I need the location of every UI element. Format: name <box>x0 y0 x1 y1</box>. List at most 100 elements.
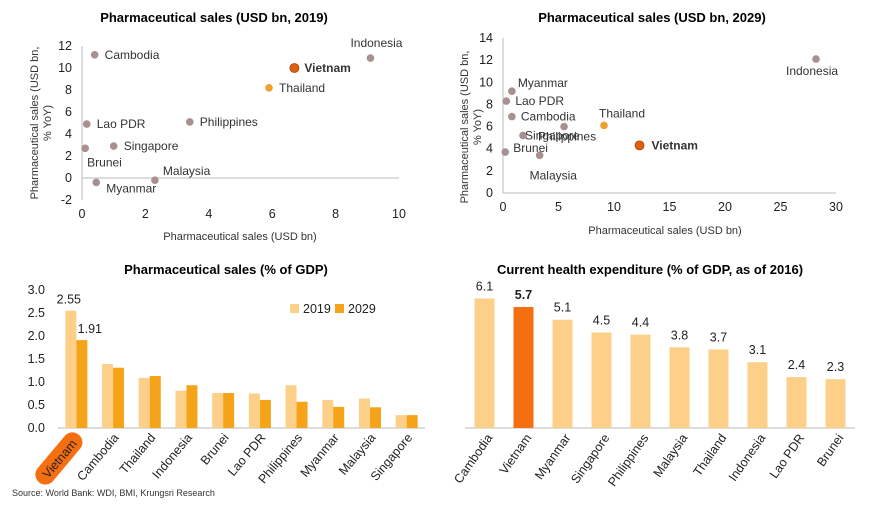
bar-2019-vietnam <box>65 310 77 428</box>
bar-malaysia <box>669 347 690 428</box>
y-tick-label: 4 <box>65 127 72 141</box>
y-tick-label: 3.0 <box>28 283 45 297</box>
y-tick-label: -2 <box>61 193 72 207</box>
point-brunei <box>501 148 510 156</box>
bar-2019-brunei <box>212 393 224 428</box>
bar-vietnam <box>513 306 534 428</box>
bar-2019-lao-pdr <box>248 393 260 428</box>
x-tick-label: Brunei <box>198 431 232 468</box>
data-label: 4.5 <box>593 313 610 327</box>
point-label-cambodia: Cambodia <box>521 110 576 124</box>
x-tick-label: 15 <box>663 200 677 214</box>
data-label: 3.7 <box>710 330 727 344</box>
point-label-malaysia: Malaysia <box>163 164 211 178</box>
point-cambodia <box>90 51 99 59</box>
point-philippines <box>560 122 568 131</box>
y-tick-label: 4 <box>486 142 493 156</box>
point-label-vietnam: Vietnam <box>652 138 698 152</box>
bar-cambodia <box>474 298 495 428</box>
x-tick-label: 4 <box>205 207 212 221</box>
x-axis-label: Pharmaceutical sales (USD bn) <box>163 231 316 243</box>
bar-myanmar <box>552 319 573 428</box>
bar-lao-pdr <box>786 377 807 428</box>
bar-2029-malaysia <box>369 407 381 428</box>
point-label-thailand: Thailand <box>279 81 325 95</box>
bar-2019-thailand <box>138 377 150 428</box>
x-tick-label: Thailand <box>690 431 729 478</box>
bar-2019-philippines <box>285 385 297 428</box>
x-tick-label-group: Vietnam <box>497 431 535 476</box>
point-label-lao-pdr: Lao PDR <box>97 117 146 131</box>
y-tick-label: 10 <box>58 61 72 75</box>
x-tick-label: 10 <box>607 200 621 214</box>
bar-2029-vietnam <box>76 340 88 428</box>
bar-2019-myanmar <box>322 399 334 428</box>
point-label-myanmar: Myanmar <box>518 76 568 90</box>
y-tick-label: 8 <box>65 83 72 97</box>
point-vietnam <box>634 140 645 151</box>
legend-swatch-2029 <box>335 304 344 313</box>
point-malaysia <box>535 151 544 160</box>
data-label: 3.8 <box>671 328 688 342</box>
x-tick-label: 5 <box>555 200 562 214</box>
y-tick-label: 2 <box>486 164 493 178</box>
point-brunei <box>81 144 89 153</box>
x-tick-label: Malaysia <box>651 431 691 479</box>
bar-indonesia <box>747 362 768 428</box>
point-label-thailand: Thailand <box>599 106 645 120</box>
y-tick-label: 2 <box>65 149 72 163</box>
y-axis-label: Pharmaceutical sales (USD bn,% YoY) <box>459 51 484 204</box>
point-malaysia <box>151 176 159 184</box>
chart-title: Pharmaceutical sales (USD bn, 2019) <box>100 10 328 25</box>
x-tick-label: 8 <box>332 207 339 221</box>
bar-2029-lao-pdr <box>259 399 271 428</box>
point-myanmar <box>92 178 101 187</box>
x-tick-label: Vietnam <box>497 431 535 476</box>
legend-label-2019: 2019 <box>303 302 331 316</box>
x-tick-label: 0 <box>79 207 86 221</box>
point-label-philippines: Philippines <box>538 130 596 144</box>
data-label: 4.4 <box>632 316 649 330</box>
y-tick-label: 6 <box>65 105 72 119</box>
bar-2029-philippines <box>296 401 308 428</box>
y-tick-label: 12 <box>479 53 493 67</box>
y-tick-label: 0.5 <box>28 398 45 412</box>
point-label-singapore: Singapore <box>525 128 580 142</box>
x-tick-label-group: Malaysia <box>651 431 691 479</box>
x-tick-label-group: Lao PDR <box>767 431 808 481</box>
y-tick-label: 1.5 <box>28 352 45 366</box>
x-tick-label: Philippines <box>605 431 651 488</box>
data-label: 2.3 <box>827 360 844 374</box>
data-label: 1.91 <box>78 322 102 336</box>
x-tick-label-group: Indonesia <box>726 431 769 483</box>
point-label-malaysia: Malaysia <box>530 168 578 182</box>
point-label-brunei: Brunei <box>87 155 122 169</box>
data-label: 6.1 <box>476 279 493 293</box>
x-tick-label-group: Philippines <box>605 431 651 488</box>
x-tick-label: 30 <box>829 200 843 214</box>
x-tick-label: 25 <box>774 200 788 214</box>
x-tick-label: Brunei <box>814 431 846 469</box>
bar-2029-thailand <box>149 376 161 428</box>
point-label-singapore: Singapore <box>124 139 179 153</box>
x-tick-label: Indonesia <box>726 431 769 483</box>
highlight-pill <box>35 432 83 485</box>
y-tick-label: 2.0 <box>28 329 45 343</box>
x-tick-label: Myanmar <box>532 431 573 482</box>
point-philippines <box>185 118 194 126</box>
bar-2019-malaysia <box>358 398 370 428</box>
x-axis-label: Pharmaceutical sales (USD bn) <box>588 225 741 237</box>
data-label: 5.1 <box>554 301 571 315</box>
point-indonesia <box>366 54 375 62</box>
bar-philippines <box>630 334 651 428</box>
y-tick-label: 14 <box>479 31 493 45</box>
x-tick-label-group: Thailand <box>690 431 729 478</box>
source-note: Source: World Bank: WDI, BMI, Krungsri R… <box>12 488 215 498</box>
point-label-brunei: Brunei <box>513 141 548 155</box>
x-tick-label: Myanmar <box>298 431 342 480</box>
bar-2019-indonesia <box>175 390 187 428</box>
x-tick-label-group: Singapore <box>568 431 612 486</box>
point-singapore <box>519 131 527 140</box>
x-tick-label-group: Brunei <box>814 431 846 469</box>
point-label-lao-pdr: Lao PDR <box>515 94 564 108</box>
